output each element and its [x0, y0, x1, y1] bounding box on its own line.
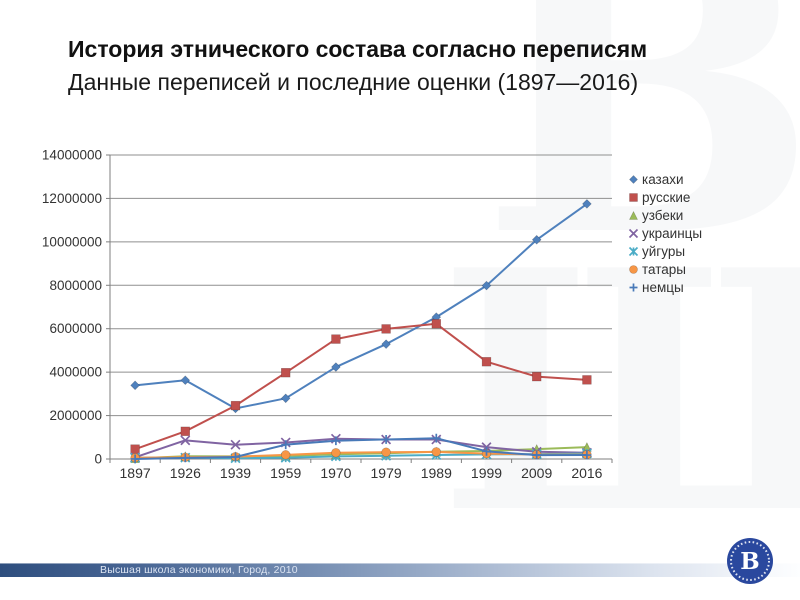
y-tick-label: 10000000 — [42, 234, 102, 249]
legend-marker-asterisk-icon — [628, 246, 639, 256]
legend-label: татары — [642, 261, 686, 277]
ethnicity-line-chart: 0 2000000 4000000 6000000 8000000 10000000 120… — [42, 148, 613, 481]
legend-item-1: русские — [627, 188, 702, 206]
legend-item-5: татары — [627, 260, 702, 278]
y-tick-label: 6000000 — [49, 321, 102, 336]
slide-subtitle: Данные переписей и последние оценки (189… — [68, 69, 639, 95]
x-tick-label: 1970 — [320, 465, 351, 481]
logo-inner-disc — [734, 545, 766, 577]
x-axis-labels: 1897 1926 1939 1959 1970 1979 1989 1999 2009 2016 — [109, 459, 613, 481]
legend-label: украинцы — [642, 225, 703, 241]
legend-marker-triangle-icon — [629, 210, 638, 220]
legend-marker-diamond-icon — [629, 174, 638, 184]
series-path — [134, 203, 588, 410]
x-tick-label: 1959 — [270, 465, 301, 481]
slide-header: История этнического состава согласно пер… — [68, 36, 647, 96]
hse-logo-image: В — [727, 538, 773, 584]
x-tick-label: 1926 — [170, 465, 201, 481]
y-tick-label: 2000000 — [49, 408, 102, 423]
y-tick-label: 14000000 — [42, 148, 102, 163]
x-tick-label: 1979 — [371, 465, 402, 481]
x-tick-label: 1999 — [471, 465, 502, 481]
legend-label: казахи — [642, 171, 684, 187]
legend-item-0: казахи — [627, 170, 702, 188]
legend-marker-plus-icon — [629, 283, 638, 291]
legend-label: немцы — [642, 279, 684, 295]
legend-item-3: украинцы — [627, 224, 702, 242]
x-tick-label: 1989 — [421, 465, 452, 481]
legend-item-4: уйгуры — [627, 242, 702, 260]
x-tick-label: 1939 — [220, 465, 251, 481]
x-tick-label: 2009 — [521, 465, 552, 481]
y-tick-label: 4000000 — [49, 365, 102, 380]
logo-monogram: В — [740, 548, 759, 575]
series-line-1 — [130, 319, 592, 454]
series-path — [134, 322, 587, 451]
legend-label: узбеки — [642, 207, 684, 223]
y-tick-label: 0 — [94, 452, 102, 467]
logo-text-ring — [730, 541, 770, 581]
x-tick-label: 1897 — [120, 465, 151, 481]
legend-item-6: немцы — [627, 278, 702, 296]
series-path — [135, 437, 587, 460]
legend-label: русские — [642, 189, 691, 205]
legend-item-2: узбеки — [627, 206, 702, 224]
legend-marker-circle-icon — [629, 264, 638, 274]
x-tick-label: 2016 — [571, 465, 602, 481]
y-tick-label: 12000000 — [42, 191, 102, 206]
slide-title: История этнического состава согласно пер… — [68, 36, 648, 62]
chart-legend: казахи русские узбеки украинцы уйгуры татары н… — [627, 170, 702, 296]
y-tick-label: 8000000 — [49, 278, 102, 293]
footer-bar: Высшая школа экономики, Город, 2010 — [0, 563, 800, 577]
legend-marker-x-icon — [628, 228, 639, 238]
hse-logo: В — [726, 537, 774, 585]
legend-label: уйгуры — [642, 243, 686, 259]
series-line-6 — [130, 433, 592, 464]
series-line-0 — [130, 199, 592, 414]
legend-marker-square-icon — [629, 192, 638, 202]
footer-text: Высшая школа экономики, Город, 2010 — [100, 564, 298, 576]
gridlines: 0 2000000 4000000 6000000 8000000 10000000 120… — [42, 148, 612, 467]
